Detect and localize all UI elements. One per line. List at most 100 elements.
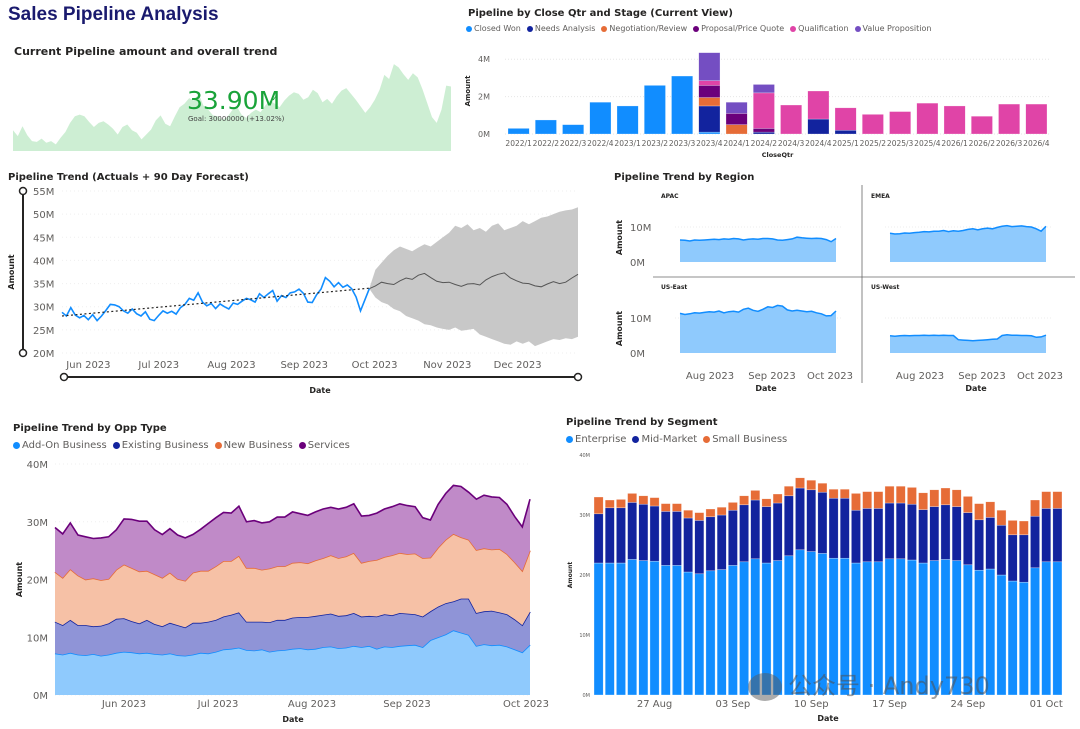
bar-segment [725,101,748,114]
legend-item[interactable]: Negotiation/Review [601,24,687,33]
bar-segment [828,497,839,559]
bar-segment [627,502,638,560]
legend-dot-icon [526,25,533,32]
y-tick-label: 40M [579,453,590,459]
x-tick-label: 2022/4 [587,139,614,148]
x-tick-label: Jun 2023 [65,360,110,371]
x-tick-label: 2026/1 [941,139,968,148]
bar-segment [698,131,721,135]
bar-segment [817,482,828,493]
legend-item[interactable]: Needs Analysis [526,24,595,33]
legend-label: Enterprise [575,434,627,445]
legend-item[interactable]: Qualification [790,24,849,33]
bar-segment [1018,520,1029,536]
legend-label: Proposal/Price Quote [701,24,785,33]
x-tick-label: Oct 2023 [352,360,398,371]
y-axis-title: Amount [7,254,16,289]
slider-handle[interactable] [18,186,28,196]
legend-item[interactable]: Proposal/Price Quote [693,24,784,33]
legend-dot-icon [566,436,573,443]
legend-item[interactable]: Add-On Business [13,440,107,451]
opp-area [55,630,530,695]
bar-segment [834,107,857,131]
slider-handle[interactable] [59,372,69,382]
x-tick-label: Sep 2023 [383,699,430,710]
bar-segment [884,485,895,504]
y-tick-label: 20M [33,349,54,360]
bar-segment [918,509,928,564]
bar-segment [750,490,761,501]
y-tick-label: 0M [478,130,490,139]
x-tick-label: 2025/3 [887,139,914,148]
x-axis-title: Date [282,715,304,724]
bar-segment [985,517,996,570]
bar-segment [725,124,748,135]
legend-label: Add-On Business [22,440,107,451]
legend-item[interactable]: Existing Business [112,440,209,451]
bar-segment [951,506,962,561]
bar-segment [671,75,694,135]
x-tick-label: 10 Sep [794,699,829,710]
bar-segment [672,511,682,566]
bar-segment [780,104,803,135]
bar-segment [974,503,984,521]
x-tick-label: 2025/1 [832,139,859,148]
segment-chart: 0M 10M 20M 30M 40M Amount 27 Aug 03 Sep 10 Sep 17… [567,453,1063,723]
legend-item[interactable]: Mid-Market [632,434,697,445]
bar-segment [996,574,1007,696]
bar-segment [638,495,649,505]
bar-segment [616,507,626,564]
forecast-band [369,207,578,347]
bar-segment [660,565,671,696]
panel-label: US-West [871,284,899,291]
region-line [889,334,1047,342]
kpi-trend-area[interactable] [12,58,454,153]
bar-segment [694,520,705,575]
legend-item[interactable]: Closed Won [466,24,521,33]
legend-label: Services [307,440,350,451]
x-tick-label: 24 Sep [950,699,985,710]
legend-dot-icon [214,442,222,449]
bar-segment [752,131,775,135]
bar-segment [970,115,993,135]
y-tick-label: 0M [630,258,645,269]
opp-type-legend: Add-On Business Existing Business New Busi… [13,440,350,451]
x-tick-label: Dec 2023 [494,360,542,371]
legend-item[interactable]: Value Proposition [854,24,932,33]
y-axis-title: Amount [615,311,624,346]
bar-segment [616,562,626,696]
y-tick-label: 30M [27,518,48,529]
bar-segment [929,489,940,507]
x-tick-label: Sep 2023 [958,371,1005,382]
legend-dot-icon [703,436,711,443]
bar-segment [783,485,794,497]
y-tick-label: 0M [630,349,645,360]
bar-segment [649,505,660,562]
legend-item[interactable]: Services [298,440,350,451]
legend-item[interactable]: Enterprise [566,434,626,445]
opp-line [54,484,531,540]
bar-segment [593,513,604,564]
y-tick-label: 0M [583,693,591,699]
bar-segment [862,508,873,563]
bar-segment [649,497,660,507]
slider-handle[interactable] [18,348,28,358]
bar-segment [895,485,906,504]
bar-segment [1007,534,1018,582]
bar-segment [752,84,775,94]
legend-label: Value Proposition [862,24,932,33]
legend-item[interactable]: Small Business [703,434,787,445]
bar-segment [683,571,693,696]
slider-handle[interactable] [573,372,583,382]
legend-dot-icon [112,442,120,449]
x-tick-label: 2022/3 [560,139,587,148]
x-tick-label: 2023/4 [696,139,723,148]
y-tick-label: 20M [579,573,590,579]
bar-segment [593,562,604,696]
legend-item[interactable]: New Business [214,440,293,451]
bar-segment [1030,567,1040,696]
x-tick-label: 2024/2 [751,139,778,148]
x-tick-label: 2023/1 [614,139,641,148]
y-tick-label: 10M [27,633,48,644]
bar-segment [907,487,917,505]
